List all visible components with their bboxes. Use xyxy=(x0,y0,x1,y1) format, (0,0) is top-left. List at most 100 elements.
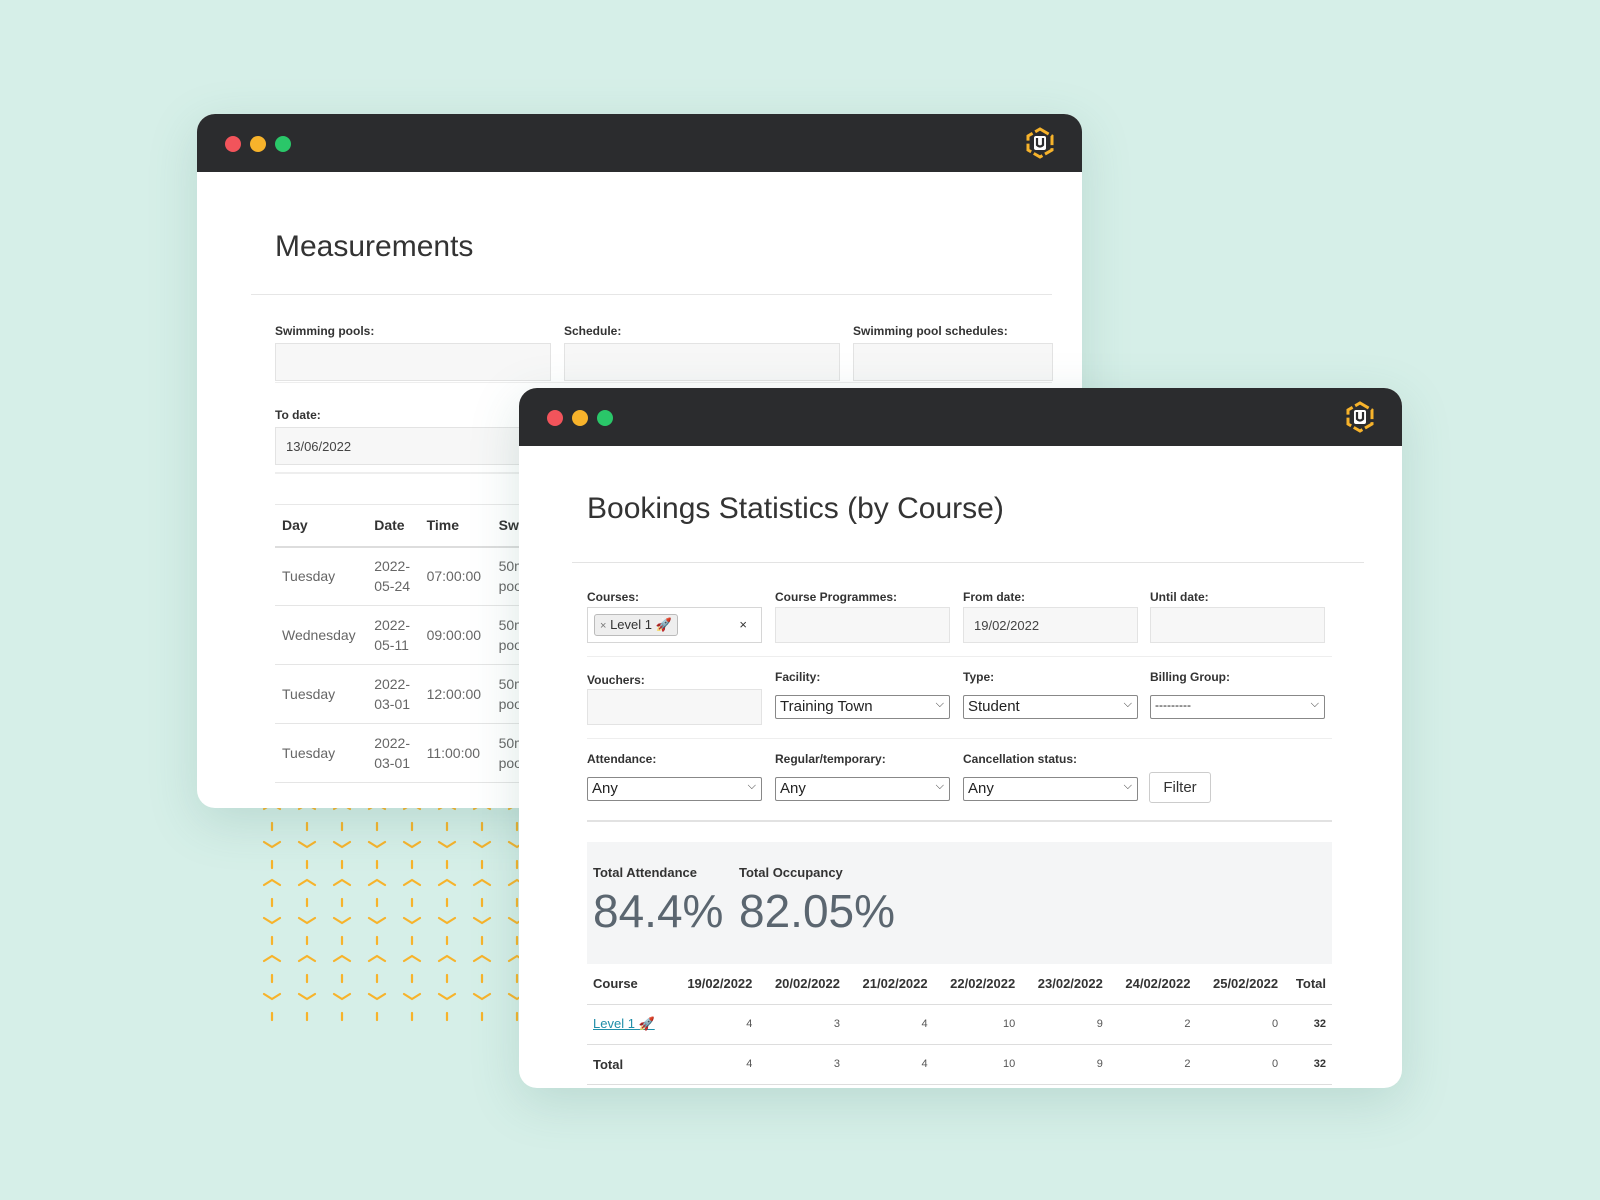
column-header-date[interactable]: 19/02/2022 xyxy=(670,964,759,1005)
from-date-input[interactable]: 19/02/2022 xyxy=(963,607,1138,643)
cell-value: 4 xyxy=(846,1044,934,1085)
course-programmes-input[interactable] xyxy=(775,607,950,643)
attendance-selected-value: Any xyxy=(592,780,618,797)
cell-time: 09:00:00 xyxy=(419,605,492,665)
column-header-date[interactable]: 22/02/2022 xyxy=(933,964,1022,1005)
divider xyxy=(572,562,1364,563)
course-link[interactable]: Level 1 🚀 xyxy=(587,1004,671,1045)
billing-group-select[interactable]: --------- ⌵ xyxy=(1150,695,1325,719)
column-header-date[interactable]: 23/02/2022 xyxy=(1021,964,1109,1005)
cell-time: 12:00:00 xyxy=(419,664,492,724)
stats-summary-panel: Total Attendance 84.4% Total Occupancy 8… xyxy=(587,842,1332,964)
divider xyxy=(587,656,1332,657)
cell-time: 11:00:00 xyxy=(419,723,492,783)
cancellation-status-selected-value: Any xyxy=(968,780,994,797)
column-header-day[interactable]: Day xyxy=(275,504,368,548)
to-date-input[interactable]: 13/06/2022 xyxy=(275,427,525,465)
date-part: 2022- xyxy=(374,735,411,751)
minimize-window-button[interactable] xyxy=(250,136,266,152)
regular-temporary-select[interactable]: Any ⌵ xyxy=(775,777,950,801)
date-part: 05-11 xyxy=(374,637,409,653)
chevron-down-icon: ⌵ xyxy=(935,780,944,792)
vouchers-input[interactable] xyxy=(587,689,762,725)
date-part: 05-24 xyxy=(374,578,411,595)
facility-select[interactable]: Training Town ⌵ xyxy=(775,695,950,719)
cell-value: 10 xyxy=(933,1004,1022,1045)
column-header-date[interactable]: 20/02/2022 xyxy=(758,964,847,1005)
column-header-date[interactable]: 24/02/2022 xyxy=(1108,964,1197,1005)
close-window-button[interactable] xyxy=(225,136,241,152)
tag-remove-icon[interactable]: × xyxy=(600,620,607,632)
attendance-select[interactable]: Any ⌵ xyxy=(587,777,762,801)
course-programmes-label: Course Programmes: xyxy=(775,590,898,604)
until-date-input[interactable] xyxy=(1150,607,1325,643)
until-date-label: Until date: xyxy=(1150,590,1209,604)
pool-schedules-input[interactable] xyxy=(853,343,1053,381)
cell-total: 32 xyxy=(1284,1004,1332,1045)
maximize-window-button[interactable] xyxy=(597,410,613,426)
column-header-date[interactable]: Date xyxy=(367,504,420,548)
chevron-down-icon: ⌵ xyxy=(935,698,944,710)
facility-label: Facility: xyxy=(775,670,821,684)
divider xyxy=(587,738,1332,739)
course-tag: × Level 1 🚀 xyxy=(594,614,678,636)
cancellation-status-label: Cancellation status: xyxy=(963,752,1078,766)
from-date-label: From date: xyxy=(963,590,1026,604)
close-window-button[interactable] xyxy=(547,410,563,426)
maximize-window-button[interactable] xyxy=(275,136,291,152)
filter-button[interactable]: Filter xyxy=(1149,772,1211,803)
window-titlebar xyxy=(197,114,1082,172)
pool-part: poo xyxy=(498,578,522,595)
cell-value: 0 xyxy=(1196,1004,1285,1045)
divider xyxy=(275,382,1052,383)
chevron-down-icon: ⌵ xyxy=(1123,780,1132,792)
divider xyxy=(251,294,1052,295)
table-row[interactable]: Tuesday 2022- 03-01 12:00:00 50m poo xyxy=(275,664,535,724)
chevron-down-icon: ⌵ xyxy=(1123,698,1132,710)
pool-part: poo xyxy=(498,755,522,771)
table-row[interactable]: Tuesday 2022- 05-24 07:00:00 50m poo xyxy=(275,546,535,606)
minimize-window-button[interactable] xyxy=(572,410,588,426)
regular-temporary-label: Regular/temporary: xyxy=(775,752,886,766)
divider xyxy=(587,820,1332,822)
courses-multiselect[interactable]: × Level 1 🚀 × xyxy=(587,607,762,643)
type-label: Type: xyxy=(963,670,995,684)
type-select[interactable]: Student ⌵ xyxy=(963,695,1138,719)
cell-day: Tuesday xyxy=(275,664,368,724)
clear-selection-icon[interactable]: × xyxy=(739,617,747,632)
bookings-statistics-window: Bookings Statistics (by Course) Courses:… xyxy=(519,388,1402,1088)
cell-value: 4 xyxy=(670,1044,759,1085)
column-header-total[interactable]: Total xyxy=(1284,964,1332,1005)
measurements-table: Day Date Time Swi Tuesday 2022- 05-24 07:… xyxy=(275,504,535,783)
course-link-label[interactable]: Level 1 🚀 xyxy=(593,1016,655,1031)
attendance-label: Attendance: xyxy=(587,752,657,766)
table-row: Level 1 🚀 4 3 4 10 9 2 0 32 xyxy=(587,1004,1332,1045)
billing-group-selected-value: --------- xyxy=(1155,698,1191,712)
swimming-pools-label: Swimming pools: xyxy=(275,324,375,338)
schedule-input[interactable] xyxy=(564,343,840,381)
cell-value: 2 xyxy=(1108,1044,1197,1085)
column-header-date[interactable]: 21/02/2022 xyxy=(846,964,934,1005)
table-total-row: Total 4 3 4 10 9 2 0 32 xyxy=(587,1044,1332,1085)
cell-total: 32 xyxy=(1284,1044,1332,1085)
table-row[interactable]: Wednesday 2022- 05-11 09:00:00 50m poo xyxy=(275,605,535,665)
window-titlebar xyxy=(519,388,1402,446)
cell-value: 3 xyxy=(758,1044,847,1085)
date-part: 03-01 xyxy=(374,696,411,712)
cell-date: 2022- 03-01 xyxy=(367,723,420,783)
swimming-pools-input[interactable] xyxy=(275,343,551,381)
cell-value: 4 xyxy=(846,1004,934,1045)
total-attendance-value: 84.4% xyxy=(593,885,724,937)
chevron-down-icon: ⌵ xyxy=(1310,698,1319,710)
date-part: 2022- xyxy=(374,676,411,692)
column-header-date[interactable]: 25/02/2022 xyxy=(1196,964,1285,1005)
column-header-time[interactable]: Time xyxy=(419,504,492,548)
cell-pool: 50m poo xyxy=(491,723,535,783)
app-logo-icon xyxy=(1026,127,1054,159)
cell-date: 2022- 05-24 xyxy=(367,546,420,606)
column-header-course[interactable]: Course xyxy=(587,964,671,1005)
table-row[interactable]: Tuesday 2022- 03-01 11:00:00 50m poo xyxy=(275,723,535,783)
cancellation-status-select[interactable]: Any ⌵ xyxy=(963,777,1138,801)
page-title: Bookings Statistics (by Course) xyxy=(587,492,1004,525)
courses-label: Courses: xyxy=(587,590,640,604)
